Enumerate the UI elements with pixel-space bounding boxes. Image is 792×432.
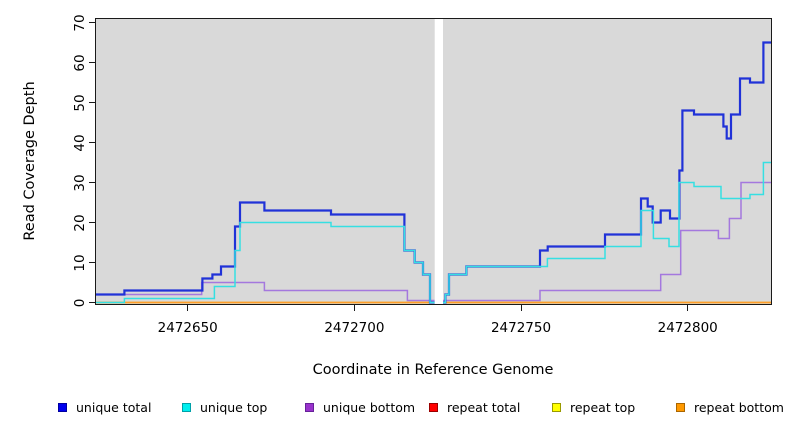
legend-label: repeat total [447, 399, 521, 415]
x-tick [353, 305, 355, 311]
legend-item-unique-bottom: unique bottom [305, 399, 415, 415]
y-tick-label: 70 [72, 13, 88, 32]
y-axis-label: Read Coverage Depth [22, 81, 38, 241]
legend-label: unique bottom [323, 399, 416, 415]
y-tick [89, 62, 95, 63]
legend-swatch-icon [58, 402, 67, 412]
coverage-lines-svg [96, 19, 771, 304]
series-unique-top [96, 161, 771, 304]
x-tick-label: 2472750 [490, 320, 552, 336]
x-tick [687, 305, 689, 311]
legend-swatch-icon [676, 402, 685, 412]
y-tick-label: 40 [72, 133, 88, 152]
legend-label: unique top [200, 399, 268, 415]
x-tick [520, 305, 522, 311]
legend-label: repeat top [570, 399, 636, 415]
y-tick [89, 222, 95, 223]
x-tick [187, 305, 189, 311]
y-tick-label: 50 [72, 93, 88, 112]
y-tick-label: 10 [72, 253, 88, 272]
x-tick-label: 2472650 [157, 320, 218, 336]
y-tick [89, 262, 95, 263]
x-tick-label: 2472800 [657, 320, 718, 336]
legend-item-repeat-bottom: repeat bottom [676, 399, 784, 415]
legend-item-unique-top: unique top [182, 399, 267, 415]
y-tick-label: 20 [72, 213, 88, 232]
y-tick [89, 22, 95, 23]
legend-item-unique-total: unique total [58, 399, 151, 415]
no-data-gap [434, 19, 443, 304]
x-tick-label: 2472700 [324, 320, 385, 336]
y-tick-label: 60 [72, 53, 88, 72]
y-tick [89, 302, 95, 303]
y-tick-label: 0 [72, 298, 88, 307]
legend-label: repeat bottom [694, 399, 784, 415]
legend-item-repeat-total: repeat total [429, 399, 520, 415]
y-tick-label: 30 [72, 173, 88, 192]
legend-swatch-icon [305, 402, 314, 412]
legend-item-repeat-top: repeat top [552, 399, 635, 415]
legend-swatch-icon [182, 402, 191, 412]
series-unique-total [96, 41, 771, 304]
y-tick [89, 102, 95, 103]
y-tick [89, 142, 95, 143]
legend-label: unique total [76, 399, 152, 415]
legend-swatch-icon [552, 402, 561, 412]
plot-panel [95, 18, 772, 305]
series-unique-bottom [96, 181, 771, 302]
legend-swatch-icon [429, 402, 438, 412]
y-tick [89, 182, 95, 183]
x-axis-label: Coordinate in Reference Genome [312, 362, 554, 378]
